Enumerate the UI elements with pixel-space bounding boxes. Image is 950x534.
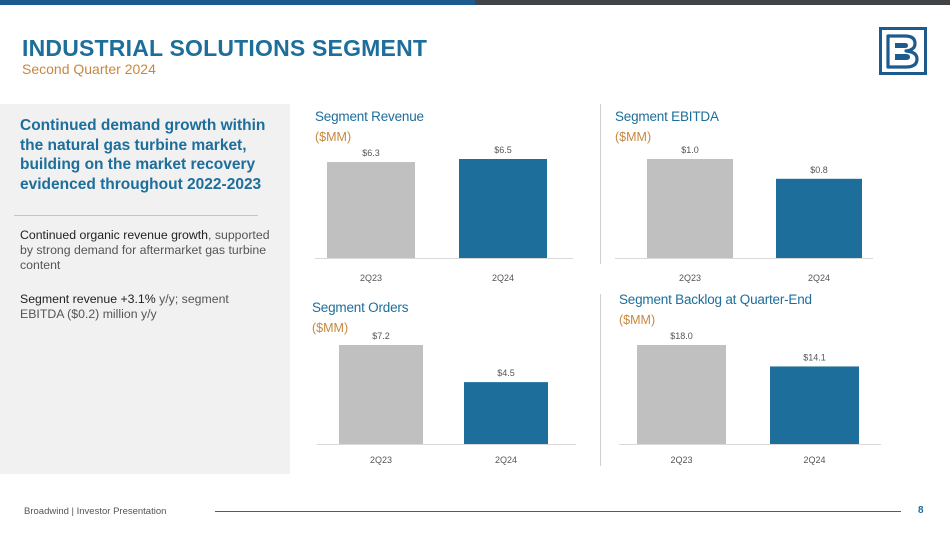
value-label: $1.0: [681, 145, 699, 155]
x-tick-label: 2Q24: [808, 273, 830, 283]
summary-point-emphasis: Continued organic revenue growth: [20, 228, 208, 242]
chart-segment-revenue: Segment Revenue ($MM) $6.3 2Q23 $6.5 2Q24: [315, 109, 575, 283]
summary-headline: Continued demand growth within the natur…: [20, 117, 266, 193]
value-label: $6.3: [362, 148, 380, 158]
value-label: $0.8: [810, 165, 828, 175]
chart-unit: ($MM): [315, 130, 352, 144]
chart-plot: $18.0 2Q23 $14.1 2Q24: [619, 331, 881, 465]
chart-unit: ($MM): [312, 321, 349, 335]
summary-point-revenue-growth: Continued organic revenue growth, suppor…: [20, 228, 270, 273]
value-label: $4.5: [497, 368, 515, 378]
bar-2q24: [770, 366, 859, 444]
summary-point-text: y/y; segment EBITDA ($0.2) million y/y: [20, 292, 229, 321]
page-number: 8: [918, 505, 924, 516]
chart-plot: $6.3 2Q23 $6.5 2Q24: [315, 145, 573, 283]
x-tick-label: 2Q23: [679, 273, 701, 283]
x-tick-label: 2Q23: [670, 455, 692, 465]
chart-plot: $7.2 2Q23 $4.5 2Q24: [317, 331, 576, 465]
chart-title: Segment EBITDA: [615, 109, 719, 124]
chart-title: Segment Orders: [312, 300, 409, 315]
bar-2q23: [339, 345, 423, 444]
chart-title: Segment Backlog at Quarter-End: [619, 292, 812, 307]
top-accent-gray: [475, 0, 950, 5]
value-label: $6.5: [494, 145, 512, 155]
chart-unit: ($MM): [619, 313, 656, 327]
chart-title: Segment Revenue: [315, 109, 424, 124]
x-tick-label: 2Q23: [370, 455, 392, 465]
summary-point-segment-results: Segment revenue +3.1% y/y; segment EBITD…: [20, 292, 270, 322]
top-accent-blue: [0, 0, 475, 5]
bar-2q23: [647, 159, 733, 258]
x-tick-label: 2Q24: [803, 455, 825, 465]
value-label: $18.0: [670, 331, 693, 341]
broadwind-logo-icon: [879, 27, 927, 75]
footer-divider: [215, 511, 901, 512]
footer-company: Broadwind | Investor Presentation: [24, 506, 167, 517]
chart-divider-top: [600, 104, 601, 264]
summary-panel: Continued demand growth within the natur…: [0, 104, 290, 474]
bar-2q24: [464, 382, 548, 444]
x-tick-label: 2Q24: [492, 273, 514, 283]
chart-segment-orders: Segment Orders ($MM) $7.2 2Q23 $4.5 2Q24: [312, 300, 577, 470]
chart-segment-backlog: Segment Backlog at Quarter-End ($MM) $18…: [619, 292, 884, 470]
bar-2q23: [327, 162, 415, 258]
chart-segment-ebitda: Segment EBITDA ($MM) $1.0 2Q23 $0.8 2Q24: [615, 109, 875, 283]
top-accent-bar: [0, 0, 950, 5]
chart-divider-bottom: [600, 294, 601, 466]
x-tick-label: 2Q23: [360, 273, 382, 283]
value-label: $7.2: [372, 331, 390, 341]
summary-divider: [14, 215, 258, 216]
chart-plot: $1.0 2Q23 $0.8 2Q24: [615, 145, 873, 283]
page-title: INDUSTRIAL SOLUTIONS SEGMENT: [22, 35, 428, 61]
bar-2q23: [637, 345, 726, 444]
chart-unit: ($MM): [615, 130, 652, 144]
bar-2q24: [776, 178, 862, 258]
summary-point-emphasis: Segment revenue +3.1%: [20, 292, 156, 306]
page-subtitle: Second Quarter 2024: [22, 61, 156, 77]
value-label: $14.1: [803, 352, 826, 362]
x-tick-label: 2Q24: [495, 455, 517, 465]
summary-point-text: , supported by strong demand for afterma…: [20, 228, 270, 272]
bar-2q24: [459, 159, 547, 258]
